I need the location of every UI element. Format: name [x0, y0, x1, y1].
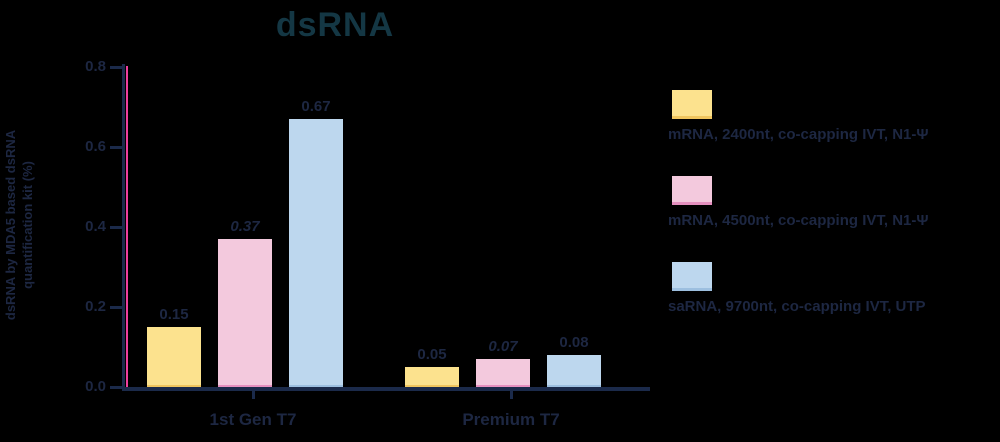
y-axis-line — [122, 64, 125, 391]
y-tick-label: 0.4 — [85, 218, 106, 235]
bar-premium-t7-series2 — [476, 359, 530, 387]
bar-1st-gen-t7-series2 — [218, 239, 272, 387]
y-tick-label: 0.2 — [85, 298, 106, 315]
y-tick — [110, 65, 122, 69]
legend-entry-label: saRNA, 9700nt, co-capping IVT, UTP — [668, 298, 926, 315]
bar-value-label: 0.05 — [417, 346, 447, 363]
legend-entry-label: mRNA, 2400nt, co-capping IVT, N1-Ψ — [668, 126, 929, 143]
y-axis-label: dsRNA by MDA5 based dsRNA quantification… — [2, 55, 46, 395]
bar-1st-gen-t7-series1 — [147, 327, 201, 387]
bar-value-label: 0.08 — [559, 334, 589, 351]
x-group-tick — [509, 391, 513, 399]
bar-premium-t7-series1 — [405, 367, 459, 387]
bar-value-label: 0.07 — [488, 338, 518, 355]
legend-swatch — [672, 262, 712, 291]
bar-value-label: 0.15 — [159, 306, 189, 323]
y-axis-label-line2: quantification kit (%) — [20, 161, 35, 289]
y-tick — [110, 225, 122, 229]
y-axis-label-line1: dsRNA by MDA5 based dsRNA — [3, 129, 18, 321]
x-category-label: Premium T7 — [462, 410, 560, 429]
legend-entry-label: mRNA, 4500nt, co-capping IVT, N1-Ψ — [668, 212, 929, 229]
y-tick-label: 0.0 — [85, 378, 106, 395]
bar-value-label: 0.37 — [230, 218, 260, 235]
y-tick — [110, 305, 122, 309]
bar-1st-gen-t7-series3 — [289, 119, 343, 387]
y-tick-label: 0.8 — [85, 58, 106, 75]
y-tick-label: 0.6 — [85, 138, 106, 155]
y-tick — [110, 385, 122, 389]
x-category-label: 1st Gen T7 — [209, 410, 297, 429]
x-axis-line — [122, 387, 650, 391]
x-group-tick — [251, 391, 255, 399]
y-tick — [110, 145, 122, 149]
legend-swatch — [672, 176, 712, 205]
y-axis-accent-line — [126, 66, 128, 388]
bar-premium-t7-series3 — [547, 355, 601, 387]
bar-value-label: 0.67 — [301, 98, 331, 115]
legend-swatch — [672, 90, 712, 119]
chart-title: dsRNA — [275, 6, 395, 44]
